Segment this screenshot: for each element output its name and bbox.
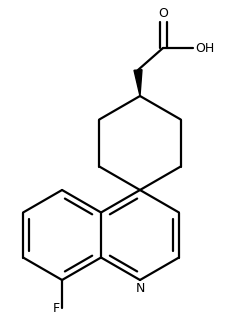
Polygon shape [134,70,142,96]
Text: F: F [53,301,60,315]
Text: OH: OH [195,42,214,54]
Text: N: N [135,282,145,295]
Text: O: O [158,7,168,20]
